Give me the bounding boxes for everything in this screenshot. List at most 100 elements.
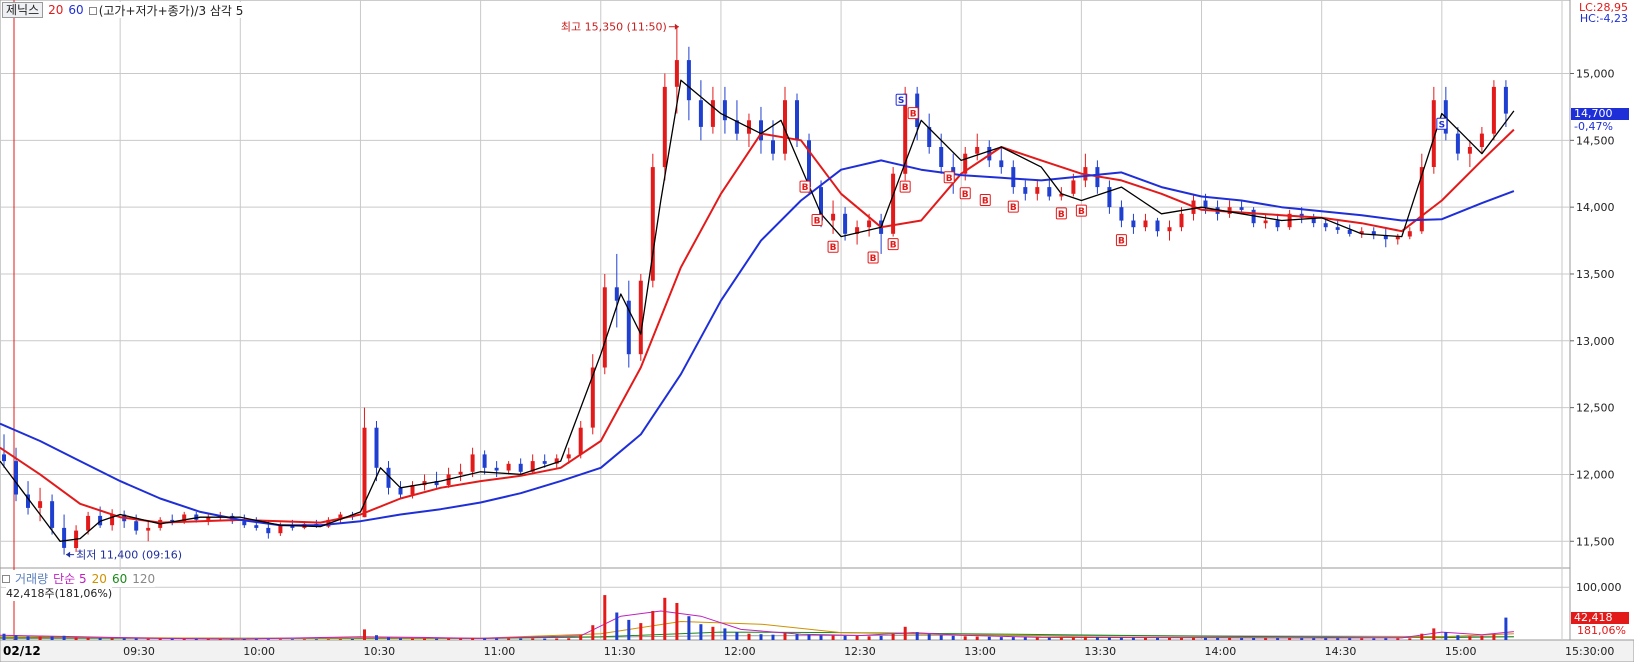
candle-body	[506, 463, 511, 471]
volume-bar	[1071, 637, 1075, 640]
candle-body	[807, 140, 811, 188]
candle-body	[14, 461, 18, 495]
current-change: -0,47%	[1574, 119, 1613, 133]
x-tick-label: 12:00	[724, 645, 756, 658]
volume-legend-vol[interactable]: 거래량	[15, 572, 49, 586]
buy-signal-marker	[811, 214, 823, 227]
volume-bar	[158, 638, 162, 640]
volume-bar	[531, 638, 535, 640]
candle-body	[134, 521, 139, 531]
buy-signal-label: B	[802, 183, 809, 193]
candle-body	[338, 514, 343, 520]
candle-body	[1455, 133, 1460, 154]
volume-bar	[1456, 635, 1460, 640]
buy-signal-marker	[907, 107, 919, 120]
price-panel	[0, 0, 1571, 569]
volume-legend-ma60[interactable]: 60	[111, 571, 128, 586]
volume-bar	[615, 612, 619, 640]
candle-body	[38, 501, 43, 508]
volume-bar	[1468, 636, 1472, 640]
volume-bar	[350, 639, 354, 640]
volume-bar	[50, 636, 54, 640]
buy-signal-marker	[959, 187, 971, 200]
y-tick-label: 15,000	[1576, 68, 1615, 81]
volume-bar	[771, 634, 775, 640]
volume-bar	[435, 638, 439, 640]
candle-body	[1467, 147, 1472, 154]
buy-signal-marker	[887, 238, 899, 251]
candle-body	[1383, 235, 1388, 240]
volume-bar	[843, 635, 847, 640]
buy-signal-label: B	[946, 174, 953, 184]
sell-signal-marker	[1436, 117, 1448, 130]
candle-body	[1251, 209, 1256, 224]
candle-body	[662, 86, 667, 168]
candle-body	[374, 427, 379, 468]
candle-body	[1035, 187, 1040, 194]
x-tick-label: 15:30:00	[1565, 645, 1614, 658]
legend-formula[interactable]: (고가+저가+종가)/3 삼각 5	[88, 2, 244, 19]
candle-body	[2, 454, 6, 462]
buy-signal-marker	[1075, 204, 1087, 217]
buy-signal-marker	[867, 251, 879, 264]
volume-bar	[122, 638, 126, 640]
stock-name[interactable]: 제닉스	[2, 2, 44, 18]
volume-bar	[675, 603, 679, 640]
candle-body	[963, 153, 968, 174]
candle-body	[1419, 167, 1424, 232]
low-annotation: 최저 11,400 (09:16)	[76, 549, 182, 562]
volume-bar	[543, 638, 547, 640]
volume-bar	[1144, 637, 1147, 640]
candle-body	[722, 100, 727, 121]
candle-body	[1347, 229, 1352, 234]
y-tick-label: 11,500	[1576, 535, 1615, 548]
volume-bar	[507, 638, 511, 640]
candle-body	[1323, 223, 1328, 228]
volume-bar	[182, 638, 186, 640]
candle-body	[278, 525, 283, 534]
candle-body	[1239, 207, 1244, 210]
volume-bar	[1420, 633, 1424, 640]
legend-ma60[interactable]: 60	[68, 3, 84, 17]
buy-signal-label: B	[890, 241, 897, 251]
volume-bar	[399, 638, 402, 640]
volume-bar	[1324, 638, 1328, 640]
legend-formula-text: (고가+저가+종가)/3 삼각 5	[98, 3, 244, 18]
volume-bar	[687, 616, 691, 640]
candle-body	[458, 471, 463, 475]
volume-bar	[1119, 637, 1123, 640]
candle-body	[470, 454, 475, 472]
x-tick-label: 15:00	[1445, 645, 1477, 658]
candle-body	[1359, 231, 1364, 234]
volume-bar	[759, 634, 763, 640]
volume-legend-ma20[interactable]: 20	[91, 571, 107, 586]
volume-legend-ma5[interactable]: 단순 5	[53, 572, 87, 586]
candle-body	[927, 127, 932, 147]
volume-bar	[483, 638, 487, 640]
volume-legend-ma120[interactable]: 120	[132, 571, 156, 586]
candle-body	[614, 287, 619, 301]
buy-signal-marker	[799, 180, 811, 193]
candle-body	[1371, 231, 1376, 236]
volume-bar	[1107, 637, 1111, 640]
volume-bar	[999, 637, 1003, 640]
candle-body	[26, 494, 30, 508]
volume-bar	[939, 635, 943, 640]
volume-bar	[639, 623, 643, 640]
candle-body	[626, 300, 631, 355]
candle-body	[602, 287, 607, 368]
candle-body	[146, 527, 151, 531]
legend-ma20[interactable]: 20	[48, 3, 64, 17]
volume-bar	[1408, 638, 1412, 640]
candle-body	[110, 514, 115, 526]
candle-body	[386, 467, 391, 488]
buy-signal-label: B	[1078, 207, 1085, 217]
volume-bar	[855, 636, 859, 640]
candle-body	[182, 514, 187, 522]
volume-bar	[1432, 628, 1436, 640]
volume-bar	[170, 638, 174, 640]
candle-body	[1227, 207, 1232, 214]
date-label: 02/12	[3, 644, 41, 658]
volume-bar	[1180, 637, 1183, 640]
